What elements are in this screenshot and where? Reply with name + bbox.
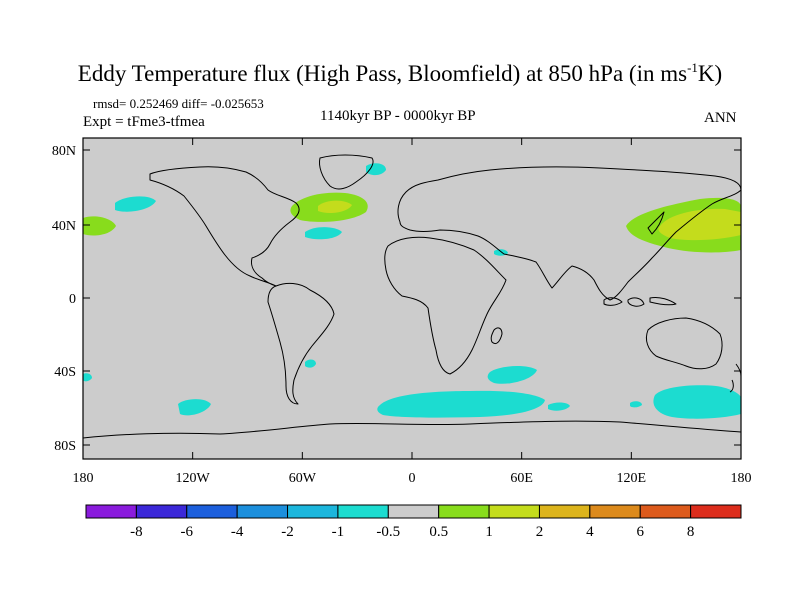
lon-tick-label: 60E	[510, 471, 533, 486]
cyan-patch	[377, 390, 545, 418]
lat-tick-label: 80S	[54, 439, 76, 454]
lat-tick-label: 0	[69, 292, 76, 307]
colorbar	[85, 504, 742, 519]
colorbar-box	[287, 504, 339, 519]
eurasia-coast	[397, 166, 742, 301]
cyan-patch	[305, 227, 342, 240]
cyan-patch	[115, 196, 156, 212]
colorbar-box	[85, 504, 137, 519]
colorbar-box	[186, 504, 238, 519]
lon-tick-label: 120W	[176, 471, 211, 486]
lat-tick-label: 40N	[52, 219, 76, 234]
colorbar-box	[690, 504, 742, 519]
colorbar-label: 0.5	[429, 524, 448, 540]
island-coast	[603, 297, 623, 306]
south-america-coast	[267, 282, 335, 405]
australia-coast	[645, 317, 723, 370]
colorbar-box	[337, 504, 389, 519]
colorbar-label: -8	[130, 524, 143, 540]
madagascar-coast	[490, 327, 503, 345]
colorbar-label: 4	[586, 524, 594, 540]
coastlines	[82, 154, 742, 439]
season-label: ANN	[704, 110, 737, 126]
lat-tick-label: 40S	[54, 365, 76, 380]
lat-tick-label: 80N	[52, 144, 76, 159]
colorbar-label: 1	[485, 524, 493, 540]
island-coast	[649, 297, 677, 306]
lon-tick-label: 0	[409, 471, 416, 486]
lon-tick-label: 120E	[617, 471, 647, 486]
colorbar-label: -2	[281, 524, 294, 540]
lon-tick-label: 180	[73, 471, 94, 486]
colorbar-box	[135, 504, 188, 519]
colorbar-label: 2	[536, 524, 544, 540]
lon-tick-label: 180	[731, 471, 752, 486]
yellow-green-patch	[318, 200, 352, 213]
north-america-coast	[149, 166, 300, 287]
green-patch	[83, 216, 116, 236]
colorbar-label: -4	[231, 524, 244, 540]
africa-coast	[384, 236, 507, 375]
colorbar-label: 8	[687, 524, 695, 540]
cyan-patch	[548, 402, 570, 411]
colorbar-labels: -8 -6 -4 -2 -1 -0.5 0.5 1 2 4 6 8	[130, 524, 694, 540]
stats-label: rmsd= 0.252469 diff= -0.025653	[93, 96, 264, 111]
colorbar-label: -1	[332, 524, 345, 540]
colorbar-label: 6	[636, 524, 644, 540]
lon-tick-label: 60W	[289, 471, 317, 486]
period-label: 1140kyr BP - 0000kyr BP	[320, 108, 476, 124]
axis-ticks	[82, 138, 742, 459]
island-coast	[627, 297, 645, 307]
colorbar-box	[538, 504, 591, 519]
colorbar-box	[589, 504, 641, 519]
anomaly-patches	[83, 163, 741, 419]
longitude-axis: 180 120W 60W 0 60E 120E 180	[73, 471, 752, 486]
experiment-label: Expt = tFme3-tfmea	[83, 114, 205, 130]
colorbar-label: -6	[181, 524, 194, 540]
cyan-patch	[366, 163, 386, 176]
yellow-green-patch	[658, 208, 741, 241]
cyan-patch	[653, 385, 741, 419]
latitude-axis: 80N 40N 0 40S 80S	[52, 144, 76, 454]
colorbar-box	[488, 504, 540, 519]
antarctica-coast	[82, 420, 742, 439]
cyan-patch	[630, 401, 642, 408]
colorbar-box	[236, 504, 289, 519]
colorbar-box	[639, 504, 692, 519]
cyan-patch	[305, 359, 316, 368]
greenland-coast	[319, 154, 374, 190]
colorbar-label: -0.5	[376, 524, 400, 540]
cyan-patch	[83, 373, 92, 382]
cyan-patch	[487, 366, 537, 384]
colorbar-box	[387, 504, 440, 519]
cyan-patch	[178, 399, 211, 416]
map-title: Eddy Temperature flux (High Pass, Bloomf…	[77, 60, 723, 86]
japan-coast	[647, 211, 665, 235]
colorbar-box	[438, 504, 490, 519]
